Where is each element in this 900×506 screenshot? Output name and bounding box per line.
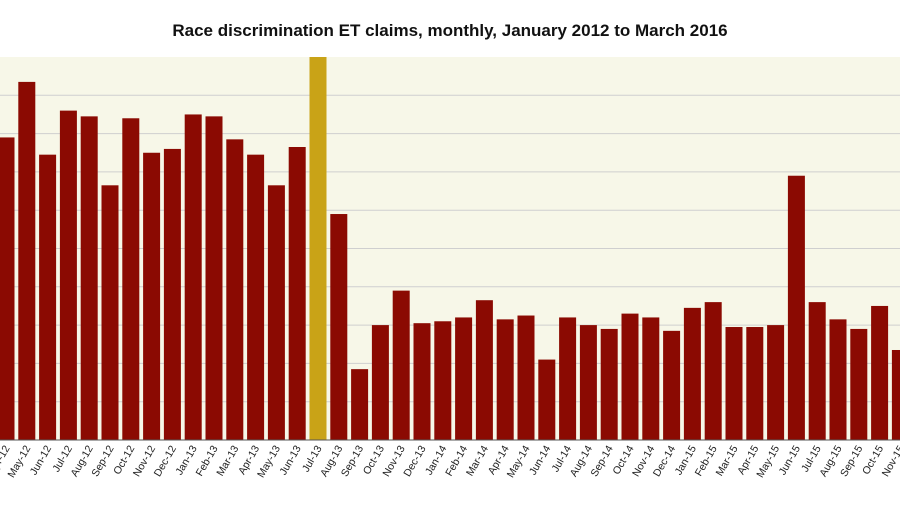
bar-oct-15 xyxy=(871,305,889,440)
bar-jun-15 xyxy=(787,175,805,441)
bar-jan-14 xyxy=(434,321,452,440)
bar-dec-12 xyxy=(163,148,181,441)
bar-may-13 xyxy=(267,185,285,440)
bar-nov-15 xyxy=(891,349,900,440)
bar-sep-15 xyxy=(850,328,868,440)
bar-may-15 xyxy=(767,325,785,440)
bar-feb-13 xyxy=(205,116,223,441)
chart-title: Race discrimination ET claims, monthly, … xyxy=(172,21,727,40)
bar-mar-15 xyxy=(725,327,743,440)
bar-may-14 xyxy=(517,315,535,440)
bar-mar-14 xyxy=(475,300,493,440)
bar-jan-13 xyxy=(184,114,202,440)
bar-apr-12 xyxy=(0,137,15,440)
bar-aug-12 xyxy=(80,116,98,441)
bar-apr-15 xyxy=(746,327,764,440)
bar-jun-12 xyxy=(39,154,57,441)
bar-aug-13 xyxy=(330,214,348,440)
bar-may-12 xyxy=(18,81,36,441)
bar-aug-15 xyxy=(829,319,847,440)
bar-jul-14 xyxy=(559,317,577,440)
bar-apr-14 xyxy=(496,319,514,440)
bar-mar-13 xyxy=(226,139,244,440)
bar-sep-14 xyxy=(600,328,618,440)
bar-oct-14 xyxy=(621,313,639,440)
bar-jul-15 xyxy=(808,302,826,440)
bar-jul-12 xyxy=(59,110,77,441)
bar-apr-13 xyxy=(247,154,265,441)
bars xyxy=(0,57,900,441)
bar-oct-12 xyxy=(122,118,140,440)
bar-nov-14 xyxy=(642,317,660,440)
bar-jan-15 xyxy=(683,307,701,440)
bar-jul-13 xyxy=(309,57,327,440)
bar-dec-14 xyxy=(663,330,681,440)
bar-sep-13 xyxy=(351,369,369,440)
bar-jun-14 xyxy=(538,359,556,440)
bar-sep-12 xyxy=(101,185,119,440)
bar-nov-12 xyxy=(143,152,161,440)
bar-oct-13 xyxy=(371,325,389,440)
bar-aug-14 xyxy=(579,325,597,440)
bar-feb-14 xyxy=(455,317,473,440)
bar-dec-13 xyxy=(413,323,431,440)
bar-jun-13 xyxy=(288,147,306,440)
bar-feb-15 xyxy=(704,302,722,440)
bar-nov-13 xyxy=(392,290,410,440)
